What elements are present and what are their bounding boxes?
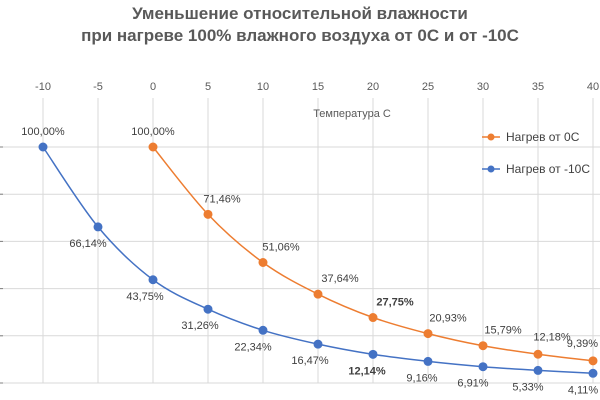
data-point-0	[478, 341, 488, 351]
data-point-1	[258, 325, 268, 335]
data-point-1	[533, 365, 543, 375]
data-point-1	[313, 339, 323, 349]
x-tick-label: 10	[257, 81, 269, 93]
data-point-0	[203, 209, 213, 219]
data-label-0: 15,79%	[484, 325, 522, 337]
data-label-1: 9,16%	[406, 372, 437, 384]
data-point-1	[478, 362, 488, 372]
x-axis-title: Температура С	[313, 108, 391, 120]
data-label-1: 43,75%	[126, 291, 164, 303]
data-point-1	[423, 356, 433, 366]
x-tick-label: 5	[205, 81, 211, 93]
data-label-0: 27,75%	[376, 297, 414, 309]
legend-marker-0	[487, 133, 495, 141]
x-tick-label: -10	[35, 81, 51, 93]
data-label-1: 31,26%	[181, 320, 219, 332]
data-point-0	[258, 257, 268, 267]
x-tick-label: 25	[422, 81, 434, 93]
legend-label-1: Нагрев от -10С	[506, 162, 590, 176]
data-label-0: 12,18%	[533, 331, 571, 343]
data-label-1: 5,33%	[512, 381, 543, 393]
data-label-1: 4,11%	[568, 384, 599, 396]
data-label-0: 51,06%	[262, 241, 300, 253]
x-tick-label: -5	[93, 81, 103, 93]
data-point-1	[368, 349, 378, 359]
data-point-1	[93, 222, 103, 232]
chart-title-line1: Уменьшение относительной влажности	[132, 4, 468, 23]
x-tick-label: 30	[477, 81, 489, 93]
legend-marker-1	[487, 165, 495, 173]
data-point-0	[313, 289, 323, 299]
data-point-0	[148, 142, 158, 152]
data-point-0	[588, 356, 598, 366]
data-label-0: 71,46%	[203, 193, 241, 205]
data-point-1	[148, 275, 158, 285]
data-point-1	[38, 142, 48, 152]
data-label-0: 20,93%	[429, 313, 467, 325]
data-label-1: 16,47%	[291, 355, 329, 367]
data-label-1: 6,91%	[457, 378, 488, 390]
data-label-0: 9,39%	[567, 338, 598, 350]
data-label-1: 100,00%	[21, 126, 65, 138]
data-label-1: 22,34%	[234, 341, 272, 353]
x-tick-label: 20	[367, 81, 379, 93]
x-tick-label: 40	[587, 81, 599, 93]
chart-title-line2: при нагреве 100% влажного воздуха от 0С …	[81, 26, 519, 45]
x-tick-label: 15	[312, 81, 324, 93]
data-point-0	[423, 329, 433, 339]
x-tick-label: 35	[532, 81, 544, 93]
data-point-0	[533, 349, 543, 359]
data-point-1	[588, 368, 598, 378]
data-label-1: 12,14%	[348, 365, 386, 377]
data-label-0: 100,00%	[131, 126, 175, 138]
data-point-1	[203, 304, 213, 314]
x-tick-label: 0	[150, 81, 156, 93]
legend-label-0: Нагрев от 0С	[506, 130, 580, 144]
data-label-0: 37,64%	[321, 273, 359, 285]
data-label-1: 66,14%	[69, 238, 107, 250]
data-point-0	[368, 313, 378, 323]
